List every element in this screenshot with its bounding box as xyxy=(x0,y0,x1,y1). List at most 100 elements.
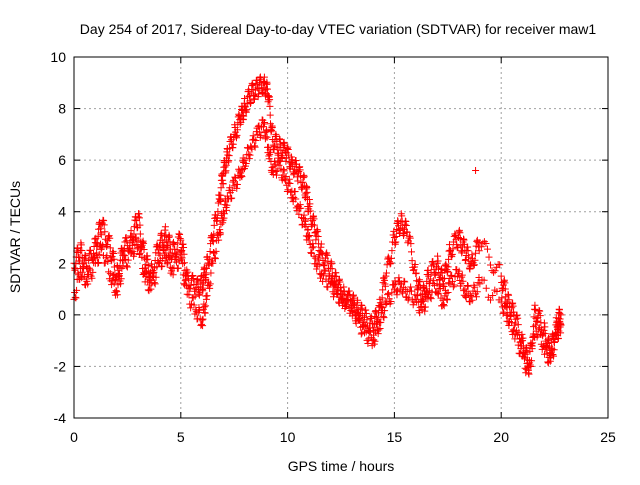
data-point xyxy=(360,329,368,337)
data-point xyxy=(104,233,112,241)
data-point xyxy=(180,243,188,251)
data-point xyxy=(379,313,387,321)
data-point xyxy=(473,237,481,245)
data-point xyxy=(528,345,536,353)
data-point xyxy=(514,321,522,329)
data-point xyxy=(310,221,318,229)
data-point xyxy=(169,240,177,248)
data-point xyxy=(175,230,183,238)
data-point xyxy=(163,260,171,268)
data-point xyxy=(513,311,521,319)
data-point xyxy=(174,264,182,272)
data-point xyxy=(408,257,416,265)
data-point xyxy=(297,204,305,212)
data-point xyxy=(266,111,274,119)
data-point xyxy=(366,328,374,336)
data-point xyxy=(542,340,550,348)
data-point xyxy=(256,128,264,136)
data-point xyxy=(201,309,209,317)
data-point xyxy=(315,254,323,262)
data-point xyxy=(228,186,236,194)
data-point xyxy=(160,245,168,253)
data-point xyxy=(280,167,288,175)
data-point xyxy=(110,255,118,263)
chart-title: Day 254 of 2017, Sidereal Day-to-day VTE… xyxy=(80,21,597,37)
data-point xyxy=(501,279,509,287)
data-point xyxy=(225,152,233,160)
data-point xyxy=(286,179,294,187)
data-point xyxy=(261,118,269,126)
data-point xyxy=(345,287,353,295)
data-point xyxy=(321,259,329,267)
data-point xyxy=(72,294,80,302)
data-point xyxy=(434,257,442,265)
data-point xyxy=(263,85,271,93)
data-point xyxy=(187,304,195,312)
x-tick-label: 10 xyxy=(280,429,296,445)
data-point xyxy=(444,263,452,271)
y-tick-label: -2 xyxy=(54,358,67,374)
data-point xyxy=(250,135,258,143)
data-point xyxy=(257,131,265,139)
data-point xyxy=(487,261,495,269)
data-point xyxy=(223,201,231,209)
data-point xyxy=(154,246,162,254)
data-point xyxy=(189,294,197,302)
data-point xyxy=(285,175,293,183)
data-point xyxy=(381,282,389,290)
data-point xyxy=(304,226,312,234)
data-point xyxy=(229,140,237,148)
data-point xyxy=(509,302,517,310)
data-point xyxy=(314,232,322,240)
data-point xyxy=(320,266,328,274)
data-point xyxy=(134,236,142,244)
data-point xyxy=(456,234,464,242)
data-point xyxy=(272,168,280,176)
data-point xyxy=(300,173,308,181)
data-point xyxy=(305,236,313,244)
data-point xyxy=(145,287,153,295)
data-point xyxy=(84,280,92,288)
data-point xyxy=(485,253,493,261)
data-point xyxy=(247,99,255,107)
data-point xyxy=(317,240,325,248)
data-point xyxy=(323,251,331,259)
data-point xyxy=(97,231,105,239)
data-point xyxy=(233,126,241,134)
data-point xyxy=(531,321,539,329)
data-point xyxy=(407,240,415,248)
data-point xyxy=(250,142,258,150)
data-point xyxy=(333,284,341,292)
data-point xyxy=(343,292,351,300)
data-point xyxy=(431,270,439,278)
data-point xyxy=(528,357,536,365)
data-point xyxy=(525,370,533,378)
data-point xyxy=(103,241,111,249)
data-point xyxy=(140,239,148,247)
data-point xyxy=(135,214,143,222)
data-point xyxy=(429,258,437,266)
data-point xyxy=(483,245,491,253)
data-point xyxy=(551,335,559,343)
data-point xyxy=(280,166,288,174)
data-point xyxy=(526,361,534,369)
data-point xyxy=(468,251,476,259)
data-point xyxy=(407,248,415,256)
data-point xyxy=(136,249,144,257)
data-point xyxy=(519,349,527,357)
data-point xyxy=(249,136,257,144)
data-point xyxy=(363,316,371,324)
data-point xyxy=(233,184,241,192)
data-point xyxy=(113,288,121,296)
data-point xyxy=(537,330,545,338)
data-point xyxy=(459,277,467,285)
data-point xyxy=(482,239,490,247)
data-point xyxy=(79,263,87,271)
data-point xyxy=(246,151,254,159)
data-point xyxy=(95,258,103,266)
data-point xyxy=(219,180,227,188)
data-point xyxy=(513,327,521,335)
data-point xyxy=(137,245,145,253)
data-point xyxy=(455,267,463,275)
y-tick-label: 4 xyxy=(58,204,66,220)
